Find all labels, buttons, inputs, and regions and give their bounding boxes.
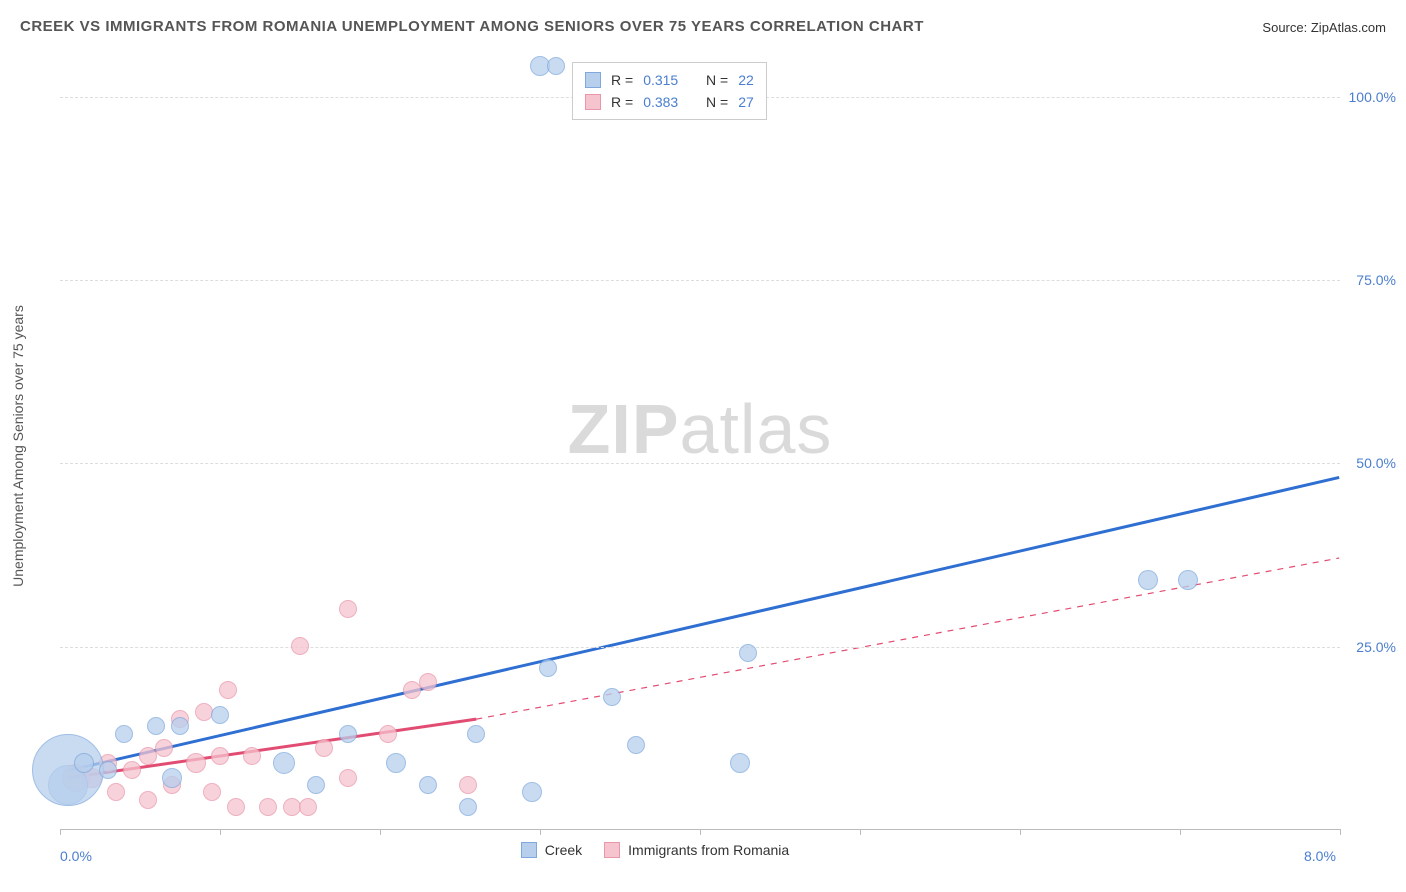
data-point — [123, 761, 141, 779]
correlation-legend: R = 0.315 N = 22 R = 0.383 N = 27 — [572, 62, 767, 120]
data-point — [547, 57, 565, 75]
data-point — [467, 725, 485, 743]
series-legend: Creek Immigrants from Romania — [521, 842, 789, 858]
source-label: Source: — [1262, 20, 1307, 35]
data-point — [603, 688, 621, 706]
data-point — [419, 776, 437, 794]
x-tick — [1020, 829, 1021, 835]
data-point — [386, 753, 406, 773]
data-point — [115, 725, 133, 743]
data-point — [315, 739, 333, 757]
data-point — [307, 776, 325, 794]
r-label: R = — [611, 91, 633, 113]
legend-swatch — [521, 842, 537, 858]
data-point — [459, 798, 477, 816]
data-point — [186, 753, 206, 773]
watermark: ZIPatlas — [568, 389, 833, 469]
n-value: 27 — [738, 91, 754, 113]
source-attribution: Source: ZipAtlas.com — [1262, 20, 1386, 35]
data-point — [1138, 570, 1158, 590]
data-point — [155, 739, 173, 757]
data-point — [211, 706, 229, 724]
y-tick-label: 75.0% — [1356, 272, 1396, 288]
data-point — [74, 753, 94, 773]
data-point — [139, 791, 157, 809]
data-point — [539, 659, 557, 677]
x-tick — [700, 829, 701, 835]
n-label: N = — [706, 91, 728, 113]
legend-swatch — [604, 842, 620, 858]
data-point — [211, 747, 229, 765]
data-point — [419, 673, 437, 691]
watermark-atlas: atlas — [680, 390, 833, 468]
legend-item: Creek — [521, 842, 582, 858]
legend-label: Immigrants from Romania — [628, 842, 789, 858]
legend-label: Creek — [545, 842, 582, 858]
x-tick — [1180, 829, 1181, 835]
n-value: 22 — [738, 69, 754, 91]
data-point — [107, 783, 125, 801]
plot-area: ZIPatlas 25.0%50.0%75.0%100.0% — [60, 60, 1340, 830]
r-value: 0.315 — [643, 69, 678, 91]
grid-line — [60, 280, 1340, 281]
data-point — [259, 798, 277, 816]
data-point — [273, 752, 295, 774]
x-tick-label: 0.0% — [60, 848, 92, 864]
y-axis-title: Unemployment Among Seniors over 75 years — [10, 305, 26, 587]
data-point — [171, 717, 189, 735]
trend-line — [69, 477, 1339, 770]
r-label: R = — [611, 69, 633, 91]
data-point — [203, 783, 221, 801]
data-point — [379, 725, 397, 743]
x-tick — [860, 829, 861, 835]
data-point — [627, 736, 645, 754]
data-point — [243, 747, 261, 765]
data-point — [32, 734, 104, 806]
data-point — [339, 600, 357, 618]
data-point — [219, 681, 237, 699]
r-value: 0.383 — [643, 91, 678, 113]
chart-title: CREEK VS IMMIGRANTS FROM ROMANIA UNEMPLO… — [20, 18, 924, 35]
x-tick-label: 8.0% — [1304, 848, 1336, 864]
x-tick — [60, 829, 61, 835]
data-point — [739, 644, 757, 662]
legend-row: R = 0.315 N = 22 — [585, 69, 754, 91]
data-point — [195, 703, 213, 721]
grid-line — [60, 647, 1340, 648]
data-point — [730, 753, 750, 773]
y-tick-label: 50.0% — [1356, 455, 1396, 471]
data-point — [147, 717, 165, 735]
data-point — [522, 782, 542, 802]
legend-item: Immigrants from Romania — [604, 842, 789, 858]
data-point — [99, 761, 117, 779]
legend-swatch — [585, 72, 601, 88]
data-point — [291, 637, 309, 655]
legend-swatch — [585, 94, 601, 110]
data-point — [227, 798, 245, 816]
watermark-zip: ZIP — [568, 390, 680, 468]
x-tick — [220, 829, 221, 835]
x-tick — [540, 829, 541, 835]
data-point — [299, 798, 317, 816]
legend-row: R = 0.383 N = 27 — [585, 91, 754, 113]
trend-lines-layer — [60, 60, 1340, 829]
y-tick-label: 100.0% — [1349, 89, 1396, 105]
y-tick-label: 25.0% — [1356, 639, 1396, 655]
x-tick — [380, 829, 381, 835]
source-value: ZipAtlas.com — [1311, 20, 1386, 35]
n-label: N = — [706, 69, 728, 91]
grid-line — [60, 463, 1340, 464]
data-point — [162, 768, 182, 788]
data-point — [339, 769, 357, 787]
data-point — [339, 725, 357, 743]
data-point — [1178, 570, 1198, 590]
x-tick — [1340, 829, 1341, 835]
data-point — [459, 776, 477, 794]
